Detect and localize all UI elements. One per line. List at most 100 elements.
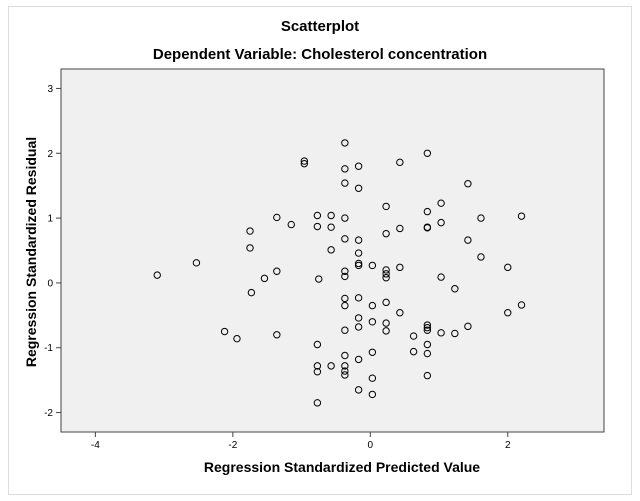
x-axis-label: Regression Standardized Predicted Value <box>203 459 481 475</box>
y-tick-label: 3 <box>47 84 53 95</box>
data-point <box>382 270 390 278</box>
data-point <box>423 224 432 232</box>
data-point <box>354 162 363 170</box>
data-point <box>341 139 349 147</box>
data-point <box>273 213 281 222</box>
data-point <box>354 355 363 364</box>
data-point <box>233 334 241 343</box>
data-point <box>382 327 390 335</box>
data-point <box>382 298 390 307</box>
data-point <box>382 229 390 238</box>
data-point <box>341 179 349 187</box>
data-point <box>327 223 335 231</box>
data-point <box>517 212 526 220</box>
data-point <box>451 285 459 293</box>
data-point <box>396 263 404 272</box>
data-point <box>287 220 295 229</box>
data-point <box>313 211 322 220</box>
data-point <box>382 266 390 274</box>
data-point <box>247 288 256 297</box>
data-point <box>300 159 309 168</box>
data-point <box>246 227 254 235</box>
data-point <box>437 199 445 207</box>
x-tick-label: 0 <box>368 440 374 451</box>
chart-title: Scatterplot <box>280 18 360 35</box>
data-point <box>437 218 445 227</box>
data-point <box>437 273 445 281</box>
data-point <box>341 165 349 173</box>
data-point <box>246 244 254 252</box>
data-point <box>354 261 363 270</box>
data-point <box>423 321 432 329</box>
data-point <box>354 259 363 268</box>
data-point <box>396 309 404 317</box>
data-point <box>327 246 335 254</box>
data-point <box>354 184 363 192</box>
data-point <box>220 327 229 336</box>
data-point <box>153 271 161 279</box>
data-point <box>368 390 377 399</box>
data-point <box>423 323 432 332</box>
data-point <box>368 261 377 270</box>
data-point <box>313 368 322 376</box>
data-point <box>464 236 472 244</box>
data-point <box>477 253 485 261</box>
data-point <box>341 371 349 379</box>
data-point <box>341 362 349 370</box>
data-point <box>396 224 404 233</box>
data-point <box>341 351 349 360</box>
data-point <box>477 214 485 222</box>
y-axis-label: Regression Standardized Residual <box>23 136 39 368</box>
data-point <box>354 386 363 394</box>
data-point <box>423 340 432 349</box>
data-point <box>313 362 322 370</box>
data-point <box>382 319 390 327</box>
data-point <box>315 275 323 283</box>
data-point <box>368 318 377 326</box>
data-point <box>341 214 349 222</box>
data-point <box>368 374 377 382</box>
data-point <box>313 399 322 407</box>
data-point <box>382 274 390 282</box>
data-point <box>341 272 349 281</box>
data-point <box>409 332 418 340</box>
data-point <box>354 314 363 322</box>
data-point <box>354 236 363 244</box>
data-point <box>273 267 281 275</box>
data-point <box>423 207 432 216</box>
data-point <box>396 158 404 167</box>
data-point <box>341 326 349 334</box>
y-tick-label: 2 <box>47 149 53 160</box>
data-point <box>341 294 349 303</box>
data-point <box>423 149 432 157</box>
data-point <box>313 340 322 349</box>
data-point <box>368 348 377 356</box>
data-point <box>341 367 349 375</box>
y-tick-label: -1 <box>44 343 53 354</box>
data-point <box>341 235 349 243</box>
data-point <box>423 349 432 358</box>
data-point <box>504 309 512 317</box>
chart-subtitle: Dependent Variable: Cholesterol concentr… <box>152 46 488 63</box>
data-point <box>517 301 526 309</box>
y-tick-label: -2 <box>44 408 53 419</box>
data-point <box>464 180 472 188</box>
data-point <box>300 157 309 165</box>
data-point <box>341 301 349 310</box>
data-point <box>341 267 349 275</box>
data-point <box>192 259 201 267</box>
data-point <box>409 347 418 356</box>
data-point <box>354 323 363 331</box>
data-point <box>451 329 459 338</box>
x-tick-label: 2 <box>505 440 511 451</box>
data-point <box>327 362 335 370</box>
y-tick-label: 1 <box>47 214 53 225</box>
data-point <box>464 322 472 331</box>
data-point <box>423 326 432 334</box>
x-tick-label: -2 <box>228 440 237 451</box>
x-tick-label: -4 <box>91 440 100 451</box>
data-point <box>423 371 432 380</box>
data-point <box>504 263 512 272</box>
y-tick-label: 0 <box>47 278 53 289</box>
